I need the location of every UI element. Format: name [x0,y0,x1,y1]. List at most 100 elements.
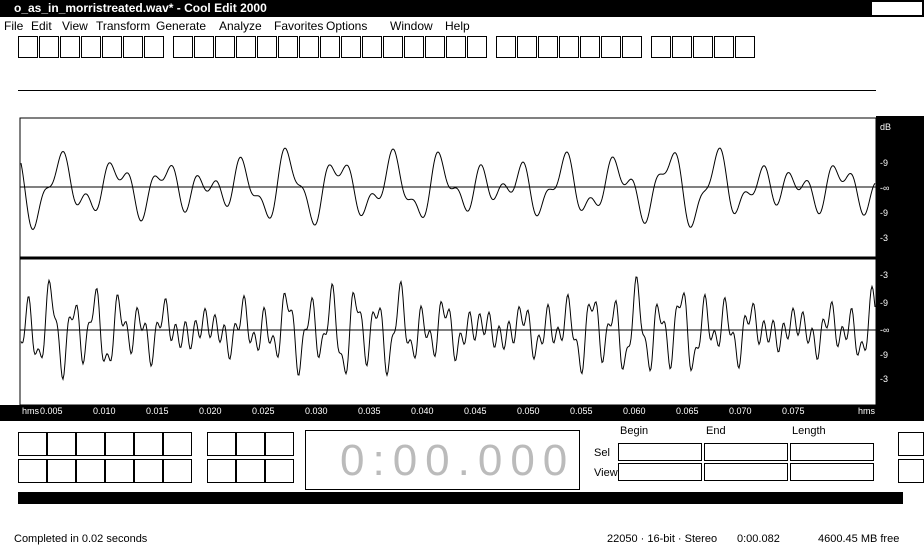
ruler-label: 0.065 [676,406,699,416]
menu-item[interactable]: Generate [156,19,207,33]
toolbar-button[interactable] [467,36,487,58]
toolbar-button[interactable] [446,36,466,58]
toolbar-button[interactable] [39,36,59,58]
ruler-label: 0.025 [252,406,275,416]
toolbar-button[interactable] [580,36,600,58]
transport-button[interactable] [207,459,236,483]
transport-button[interactable] [236,432,265,456]
menu-item[interactable]: View [62,19,88,33]
selection-header: End [706,425,726,437]
transport-button[interactable] [18,459,47,483]
transport-button[interactable] [163,459,192,483]
toolbar-button[interactable] [622,36,642,58]
toolbar-button[interactable] [236,36,256,58]
transport-button[interactable] [76,432,105,456]
transport-button[interactable] [898,432,924,456]
selection-field[interactable] [704,463,788,481]
transport-button[interactable] [265,432,294,456]
menu-item[interactable]: Options [326,19,368,33]
ruler-label: hms [22,406,40,416]
menu-item[interactable]: Window [390,19,433,33]
toolbar-button[interactable] [320,36,340,58]
selection-field[interactable] [790,463,874,481]
position-bar [18,492,903,504]
toolbar-button[interactable] [714,36,734,58]
ruler-label: hms [858,406,876,416]
title-bar: o_as_in_morristreated.wav* - Cool Edit 2… [0,0,924,17]
toolbar-button[interactable] [102,36,122,58]
selection-field[interactable] [618,443,702,461]
toolbar-button[interactable] [601,36,621,58]
window-title: o_as_in_morristreated.wav* - Cool Edit 2… [14,1,267,15]
toolbar-button[interactable] [173,36,193,58]
toolbar-button[interactable] [425,36,445,58]
ruler-label: 0.060 [623,406,646,416]
toolbar-button[interactable] [60,36,80,58]
menu-item[interactable]: Transform [96,19,151,33]
transport-button[interactable] [76,459,105,483]
scale-label: -3 [880,374,889,384]
toolbar-button[interactable] [278,36,298,58]
scale-label: -∞ [880,183,890,193]
toolbar-button[interactable] [538,36,558,58]
time-ruler [0,405,924,421]
toolbar-button[interactable] [123,36,143,58]
transport-button[interactable] [47,432,76,456]
transport-button[interactable] [105,459,134,483]
toolbar-button[interactable] [215,36,235,58]
transport-button[interactable] [105,432,134,456]
transport-button[interactable] [18,432,47,456]
scale-label: -3 [880,270,889,280]
toolbar-button[interactable] [517,36,537,58]
menu-item[interactable]: Analyze [219,19,262,33]
ruler-label: 0.050 [517,406,540,416]
menu-item[interactable]: Favorites [274,19,324,33]
transport-button[interactable] [134,432,163,456]
transport-button[interactable] [207,432,236,456]
transport-button[interactable] [163,432,192,456]
toolbar-button[interactable] [651,36,671,58]
toolbar-button[interactable] [81,36,101,58]
ruler-label: 0.020 [199,406,222,416]
ruler-label: 0.035 [358,406,381,416]
toolbar-button[interactable] [362,36,382,58]
toolbar-button[interactable] [559,36,579,58]
ruler-label: 0.030 [305,406,328,416]
selection-field[interactable] [704,443,788,461]
toolbar-button[interactable] [194,36,214,58]
waveform-view [0,116,924,421]
toolbar-button[interactable] [693,36,713,58]
transport-button[interactable] [134,459,163,483]
time-panel [305,430,580,490]
transport-button[interactable] [47,459,76,483]
toolbar-button[interactable] [496,36,516,58]
window-controls[interactable] [872,2,922,15]
ruler-label: 0.045 [464,406,487,416]
selection-field[interactable] [790,443,874,461]
transport-button[interactable] [265,459,294,483]
selection-field[interactable] [618,463,702,481]
toolbar-button[interactable] [735,36,755,58]
transport-button[interactable] [236,459,265,483]
toolbar-button[interactable] [257,36,277,58]
toolbar-button[interactable] [672,36,692,58]
selection-header: Length [792,425,826,437]
menu-item[interactable]: Help [445,19,470,33]
status-duration: 0:00.082 [737,533,780,545]
toolbar-button[interactable] [404,36,424,58]
ruler-label: 0.075 [782,406,805,416]
scale-label: -9 [880,208,889,218]
ruler-label: 0.070 [729,406,752,416]
menu-item[interactable]: Edit [31,19,52,33]
toolbar-button[interactable] [18,36,38,58]
menu-item[interactable]: File [4,19,24,33]
transport-button[interactable] [898,459,924,483]
ruler-label: 0.010 [93,406,116,416]
overview-line [18,90,876,91]
toolbar-button[interactable] [383,36,403,58]
scale-label: -9 [880,298,889,308]
toolbar-button[interactable] [144,36,164,58]
status-format: 22050 · 16-bit · Stereo [607,533,718,545]
toolbar-button[interactable] [341,36,361,58]
toolbar-button[interactable] [299,36,319,58]
